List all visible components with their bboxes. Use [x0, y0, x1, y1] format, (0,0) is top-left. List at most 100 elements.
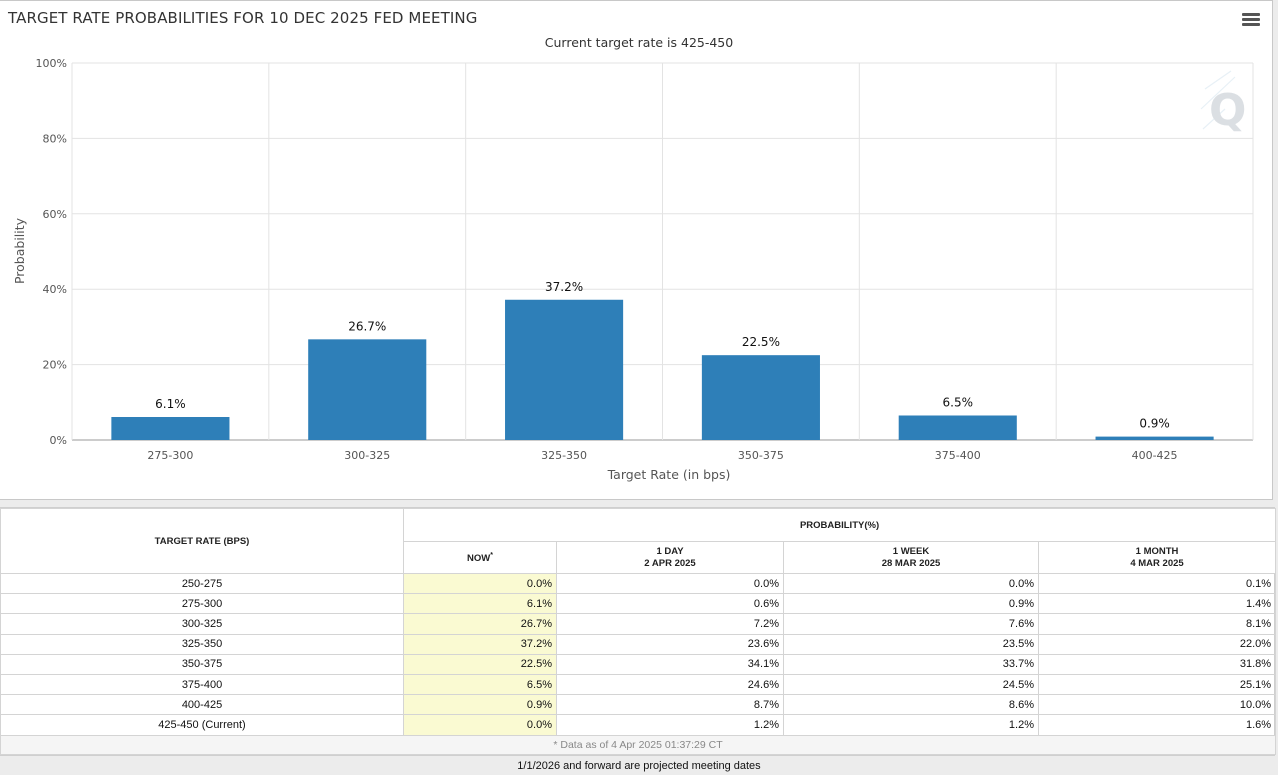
now-prob-cell: 22.5% [403, 653, 557, 675]
1-week-prob-cell: 24.5% [783, 673, 1039, 696]
target-rate-cell: 350-375 [0, 653, 404, 675]
probability-table-panel: TARGET RATE (BPS) PROBABILITY(%) NOW* 1 … [0, 507, 1277, 756]
1-month-prob-cell: 0.1% [1037, 572, 1277, 595]
target-rate-cell: 325-350 [0, 633, 404, 655]
header-target-rate: TARGET RATE (BPS) [0, 508, 404, 574]
target-rate-cell: 275-300 [0, 593, 404, 615]
probability-table-body: 250-275 0.0% 0.0% 0.0% 0.1% 275-300 6.1% 0.6% 0.… [0, 572, 1277, 736]
projected-dates-note: 1/1/2026 and forward are projected meeti… [517, 760, 761, 772]
target-rate-cell: 425-450 (Current) [0, 714, 404, 736]
y-tick-label: 80% [43, 132, 67, 145]
now-prob-cell: 0.0% [403, 714, 557, 736]
target-rate-cell: 300-325 [0, 613, 404, 635]
1-day-prob-cell: 8.7% [556, 694, 784, 716]
1-month-prob-cell: 22.0% [1037, 633, 1277, 655]
1-week-prob-cell: 1.2% [783, 714, 1039, 736]
1-month-prob-cell: 31.8% [1037, 653, 1277, 675]
now-prob-cell: 0.9% [403, 694, 557, 716]
x-tick-label: 300-325 [344, 449, 390, 462]
now-prob-cell: 0.0% [403, 572, 557, 595]
now-prob-cell: 37.2% [403, 633, 557, 655]
bar-data-label: 37.2% [545, 280, 583, 294]
svg-text:Q: Q [1209, 85, 1246, 136]
chart-grid [71, 62, 1254, 441]
chart-labels: 0% 20% 40% 60% 80% 100% 6.1% 275-300 26.7% 300-32… [36, 57, 1178, 462]
table-row: 250-275 0.0% 0.0% 0.0% 0.1% [0, 572, 1277, 595]
target-rate-cell: 375-400 [0, 673, 404, 696]
header-1-month-date: 4 MAR 2025 [1130, 557, 1184, 569]
header-1-week: 1 WEEK 28 MAR 2025 [783, 541, 1039, 574]
bar-data-label: 26.7% [348, 319, 386, 333]
y-axis-title: Probability [12, 217, 27, 284]
1-day-prob-cell: 23.6% [556, 633, 784, 655]
header-1-day: 1 DAY 2 APR 2025 [556, 541, 784, 574]
table-row: 425-450 (Current) 0.0% 1.2% 1.2% 1.6% [0, 714, 1277, 736]
header-now: NOW* [403, 541, 557, 574]
1-week-prob-cell: 8.6% [783, 694, 1039, 716]
bar[interactable] [111, 417, 230, 440]
x-tick-label: 325-350 [541, 449, 587, 462]
y-tick-label: 60% [43, 208, 67, 221]
1-week-prob-cell: 0.9% [783, 593, 1039, 615]
hamburger-menu-icon[interactable] [1242, 13, 1260, 29]
bar[interactable] [308, 339, 427, 440]
header-probability: PROBABILITY(%) [402, 508, 1277, 542]
1-month-prob-cell: 1.4% [1037, 593, 1277, 615]
table-row: 275-300 6.1% 0.6% 0.9% 1.4% [0, 593, 1277, 615]
1-month-prob-cell: 8.1% [1037, 613, 1277, 635]
bar-data-label: 22.5% [742, 335, 780, 349]
now-prob-cell: 26.7% [403, 613, 557, 635]
1-day-prob-cell: 34.1% [556, 653, 784, 675]
now-prob-cell: 6.5% [403, 673, 557, 696]
header-now-label: NOW [467, 553, 491, 565]
1-week-prob-cell: 7.6% [783, 613, 1039, 635]
header-1-day-label: 1 DAY [656, 545, 684, 557]
q-logo-watermark-icon: Q [1200, 70, 1246, 136]
1-month-prob-cell: 25.1% [1037, 673, 1277, 696]
header-1-week-label: 1 WEEK [892, 545, 930, 557]
x-tick-label: 350-375 [738, 449, 784, 462]
data-timestamp-note: * Data as of 4 Apr 2025 01:37:29 CT [0, 734, 1277, 755]
bar[interactable] [898, 415, 1017, 440]
header-1-week-date: 28 MAR 2025 [881, 557, 941, 569]
y-tick-label: 40% [43, 283, 67, 296]
target-rate-cell: 400-425 [0, 694, 404, 716]
table-row: 350-375 22.5% 34.1% 33.7% 31.8% [0, 653, 1277, 675]
now-prob-cell: 6.1% [403, 593, 557, 615]
chart-panel: TARGET RATE PROBABILITIES FOR 10 DEC 202… [0, 0, 1273, 500]
bar-data-label: 6.5% [943, 395, 974, 409]
1-week-prob-cell: 33.7% [783, 653, 1039, 675]
bar[interactable] [505, 299, 624, 440]
bar[interactable] [701, 355, 820, 440]
chart-title: TARGET RATE PROBABILITIES FOR 10 DEC 202… [8, 9, 478, 27]
1-week-prob-cell: 0.0% [783, 572, 1039, 595]
1-week-prob-cell: 23.5% [783, 633, 1039, 655]
bar-data-label: 6.1% [155, 397, 186, 411]
y-tick-label: 100% [36, 57, 67, 70]
bar[interactable] [1095, 436, 1214, 440]
1-day-prob-cell: 0.6% [556, 593, 784, 615]
target-rate-cell: 250-275 [0, 572, 404, 595]
1-day-prob-cell: 1.2% [556, 714, 784, 736]
header-now-mark: * [490, 551, 493, 559]
1-day-prob-cell: 7.2% [556, 613, 784, 635]
table-row: 400-425 0.9% 8.7% 8.6% 10.0% [0, 694, 1277, 716]
bar-chart: 0% 20% 40% 60% 80% 100% 6.1% 275-300 26.7% 300-32… [12, 57, 1254, 482]
x-tick-label: 375-400 [935, 449, 981, 462]
1-day-prob-cell: 0.0% [556, 572, 784, 595]
table-row: 300-325 26.7% 7.2% 7.6% 8.1% [0, 613, 1277, 635]
1-day-prob-cell: 24.6% [556, 673, 784, 696]
bar-data-label: 0.9% [1139, 417, 1170, 431]
table-row: 325-350 37.2% 23.6% 23.5% 22.0% [0, 633, 1277, 655]
header-1-month: 1 MONTH 4 MAR 2025 [1037, 541, 1277, 574]
y-tick-label: 20% [43, 359, 67, 372]
1-month-prob-cell: 10.0% [1037, 694, 1277, 716]
chart-subtitle: Current target rate is 425-450 [544, 35, 734, 50]
1-month-prob-cell: 1.6% [1037, 714, 1277, 736]
x-tick-label: 400-425 [1132, 449, 1178, 462]
header-1-month-label: 1 MONTH [1135, 545, 1179, 557]
header-1-day-date: 2 APR 2025 [644, 557, 696, 569]
table-row: 375-400 6.5% 24.6% 24.5% 25.1% [0, 673, 1277, 696]
y-tick-label: 0% [50, 434, 67, 447]
x-axis-title: Target Rate (in bps) [607, 467, 731, 482]
